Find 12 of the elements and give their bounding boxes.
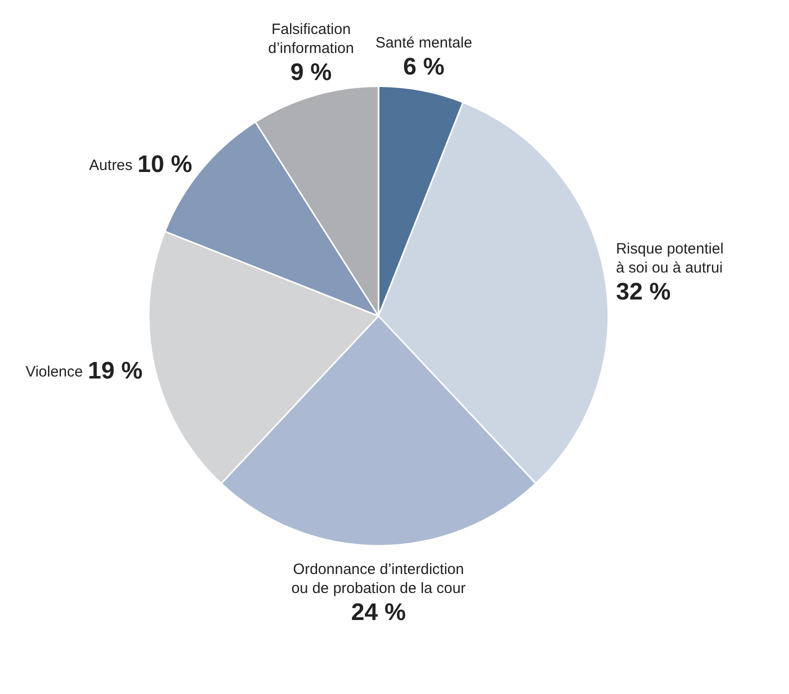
slice-label: Risque potentiel à soi ou à autrui (616, 240, 724, 277)
slice-label: Autres (89, 156, 133, 174)
data-label: 24 % (351, 598, 406, 626)
slice-label: Violence (26, 364, 83, 381)
slice-label: Santé mentale (375, 34, 472, 52)
data-label: 19 % (88, 358, 143, 385)
slice-label: Ordonnance d’interdiction ou de probation de la cour (291, 560, 466, 597)
data-label: 6 % (403, 54, 444, 81)
slice-label: Falsification d’information (268, 20, 354, 57)
data-label: 10 % (138, 150, 192, 178)
data-label: 32 % (616, 278, 671, 306)
data-label: 9 % (290, 58, 332, 86)
